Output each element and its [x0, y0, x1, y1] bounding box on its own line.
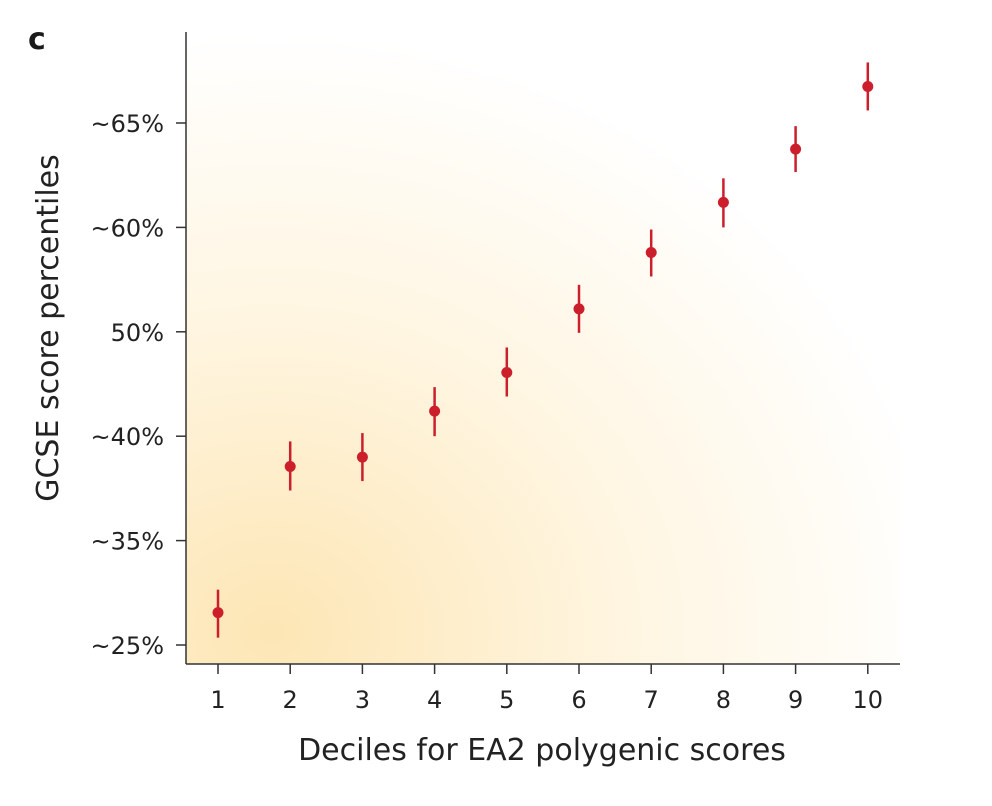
- x-axis-ticks: 1 2 3 4 5 6 7 8 9 10: [210, 664, 883, 714]
- y-tick-label: ~40%: [91, 423, 164, 451]
- data-point: [717, 196, 729, 208]
- y-tick-label: ~25%: [91, 632, 164, 660]
- x-tick-label: 4: [427, 686, 442, 714]
- y-tick-label: ~65%: [91, 110, 164, 138]
- data-point: [501, 367, 513, 379]
- y-axis-ticks: ~25% ~35% ~40% 50% ~60% ~65%: [91, 110, 186, 660]
- panel-label: c: [28, 22, 46, 57]
- data-points: [212, 62, 874, 638]
- data-point: [862, 80, 874, 92]
- data-point: [573, 303, 585, 315]
- y-tick-label: 50%: [111, 319, 164, 347]
- data-point: [429, 405, 441, 417]
- data-point: [356, 451, 368, 463]
- x-tick-label: 7: [644, 686, 659, 714]
- y-tick-label: ~35%: [91, 528, 164, 556]
- x-tick-label: 5: [499, 686, 514, 714]
- data-point: [645, 246, 657, 258]
- x-tick-label: 9: [788, 686, 803, 714]
- data-point: [790, 143, 802, 155]
- x-axis-title: Deciles for EA2 polygenic scores: [298, 733, 786, 768]
- y-axis-title: GCSE score percentiles: [31, 154, 66, 502]
- x-tick-label: 2: [283, 686, 298, 714]
- x-tick-label: 10: [853, 686, 884, 714]
- y-tick-label: ~60%: [91, 214, 164, 242]
- plot-background: [186, 32, 900, 664]
- x-tick-label: 6: [571, 686, 586, 714]
- x-tick-label: 8: [716, 686, 731, 714]
- x-tick-label: 3: [355, 686, 370, 714]
- axes: [185, 32, 900, 665]
- data-point: [284, 460, 296, 472]
- data-point: [212, 607, 224, 619]
- x-tick-label: 1: [210, 686, 225, 714]
